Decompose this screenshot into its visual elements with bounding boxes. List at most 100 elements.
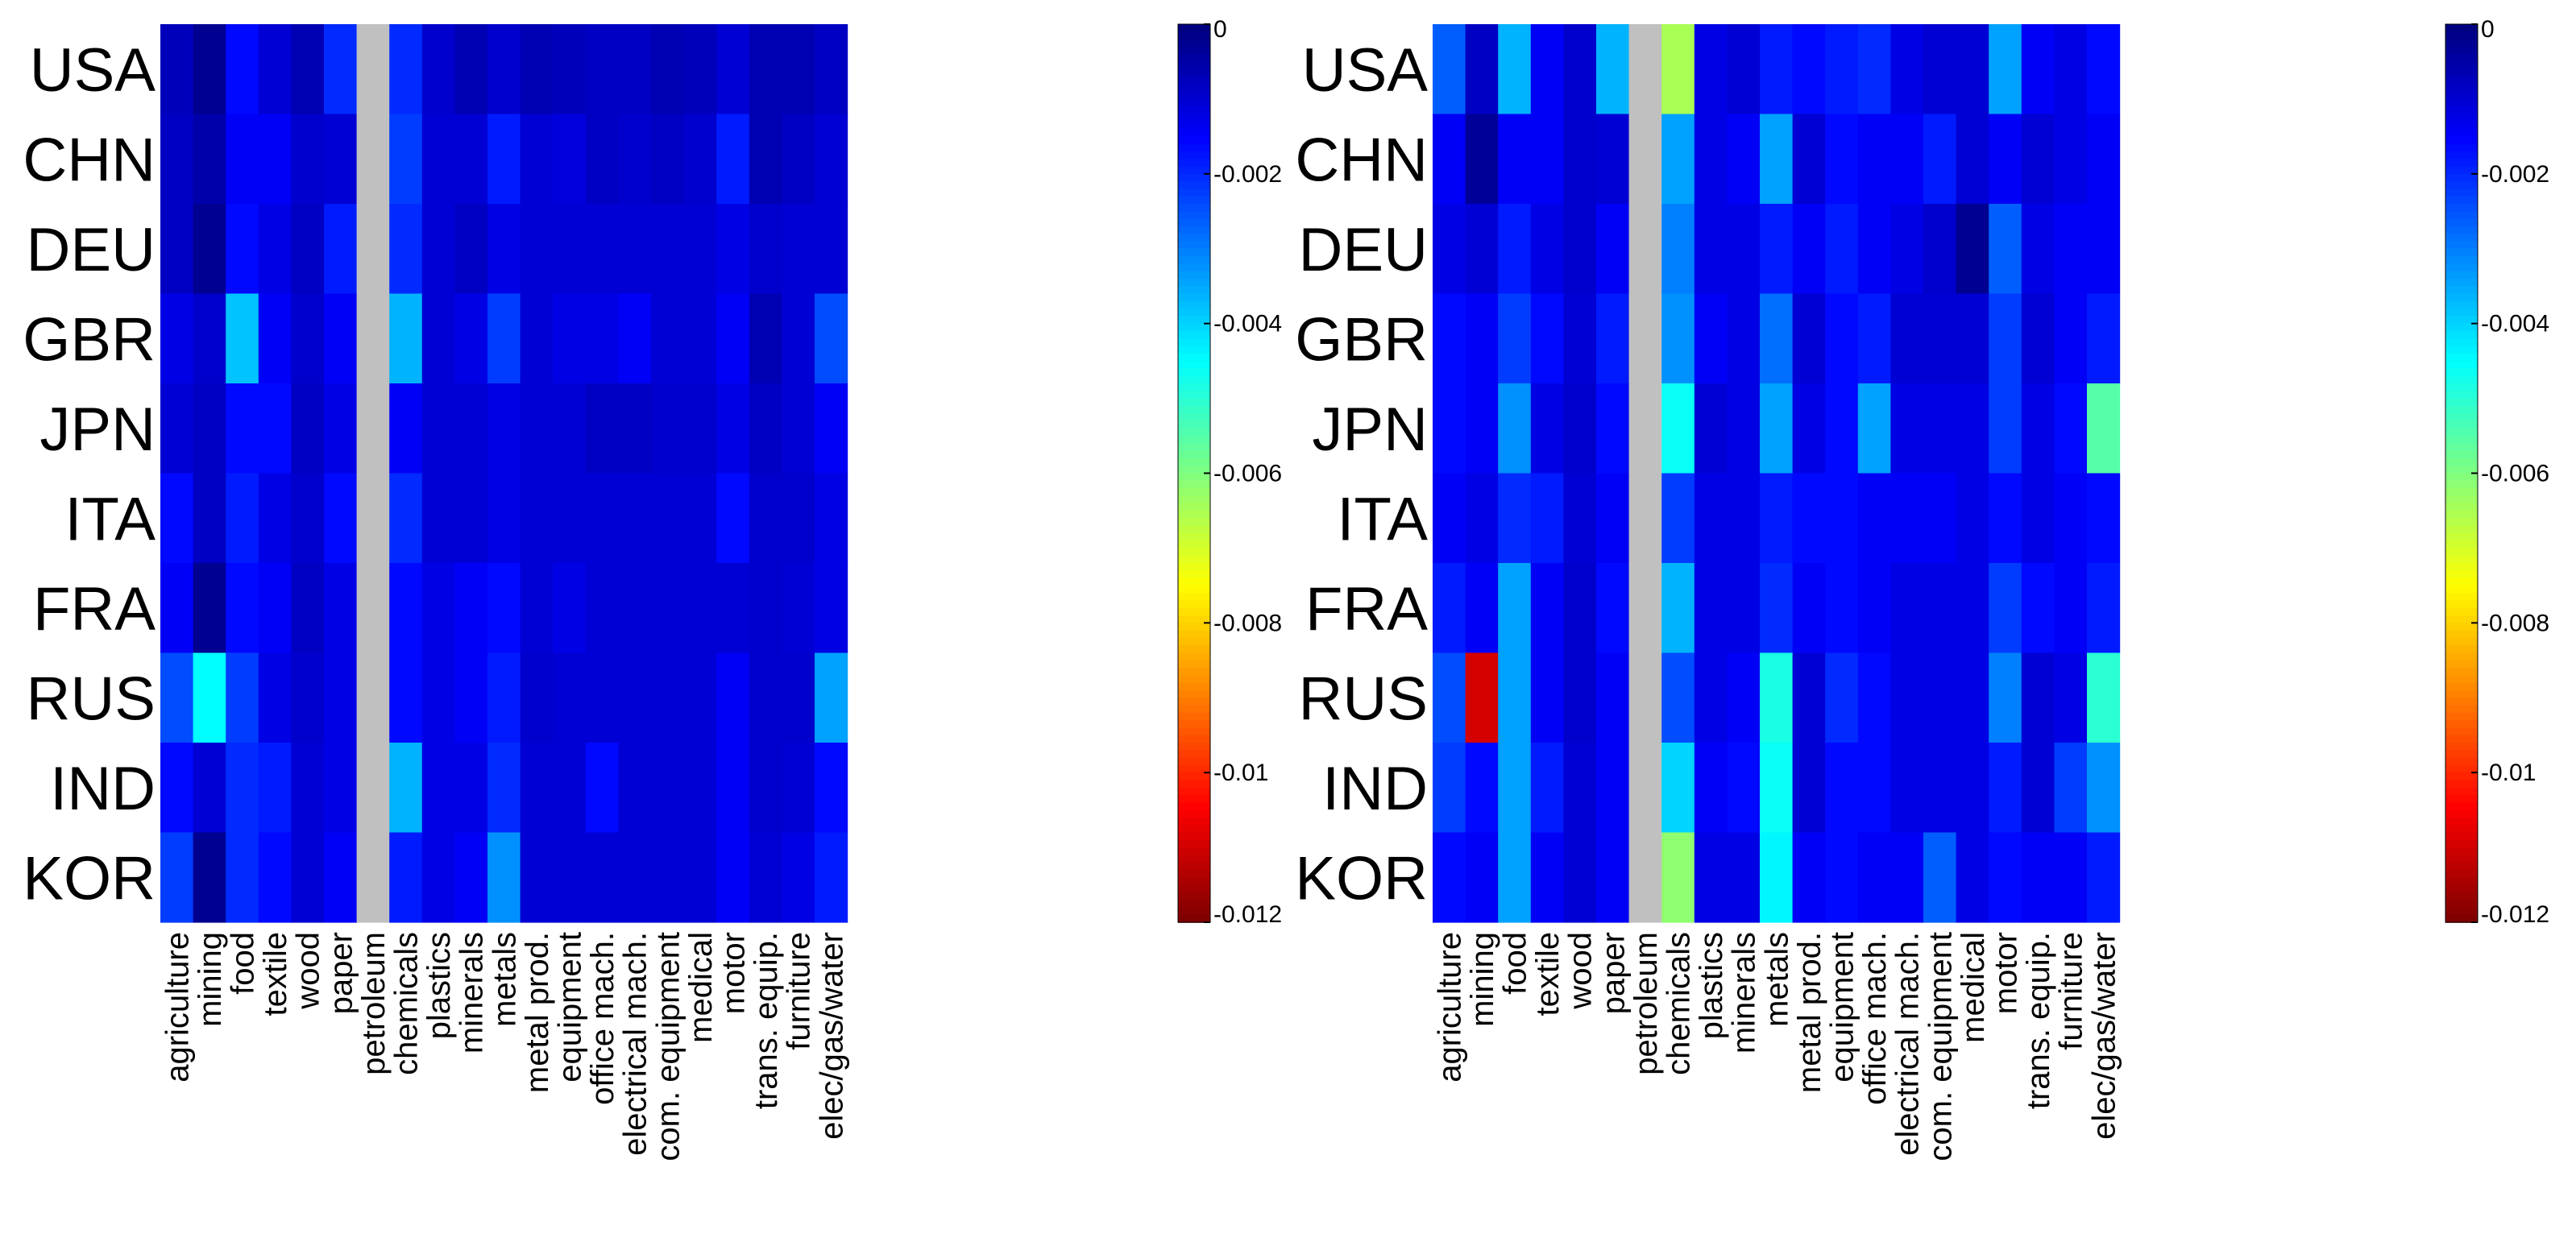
heatmap-cell [1661, 24, 1695, 115]
heatmap-cell [324, 114, 358, 205]
row-label-ita: ITA [1337, 485, 1428, 553]
heatmap-cell [553, 652, 587, 743]
colorbar-segment [2445, 615, 2478, 624]
heatmap-cell [1563, 743, 1597, 834]
colorbar-segment [2445, 361, 2478, 370]
heatmap-cell [1825, 293, 1859, 384]
colorbar-segment [1178, 383, 1210, 392]
heatmap-cell [1465, 114, 1499, 205]
colorbar-segment [1178, 68, 1210, 77]
heatmap-cell [1563, 383, 1597, 474]
colorbar-segment [1178, 877, 1210, 886]
heatmap-cell [618, 114, 652, 205]
colorbar-segment [1178, 540, 1210, 549]
colorbar-segment [1178, 473, 1210, 482]
heatmap-cell [258, 114, 292, 205]
heatmap-cell [749, 652, 782, 743]
heatmap-cell [487, 383, 521, 474]
colorbar-segment [2445, 420, 2478, 429]
heatmap-cell [421, 473, 455, 564]
colorbar-segment [2445, 682, 2478, 691]
heatmap-cell [2021, 473, 2055, 564]
heatmap-cell [651, 114, 685, 205]
heatmap-cell [291, 743, 325, 834]
colorbar-segment [1178, 457, 1210, 467]
heatmap-cell [1628, 743, 1662, 834]
heatmap-cell [651, 24, 685, 115]
colorbar-segment [2445, 780, 2478, 789]
heatmap-cell [1989, 293, 2022, 384]
colorbar-segment [1178, 443, 1210, 452]
colorbar-tick-label: -0.012 [2481, 901, 2549, 928]
heatmap-cell [1465, 383, 1499, 474]
colorbar-segment [1178, 218, 1210, 227]
heatmap-cell [782, 24, 815, 115]
heatmap-cell [716, 563, 750, 654]
colorbar-segment [1178, 600, 1210, 609]
colorbar-segment [2445, 166, 2478, 175]
heatmap-cell [1530, 652, 1564, 743]
heatmap-cell [2054, 743, 2088, 834]
column-label: food [226, 932, 261, 995]
heatmap-cell [1596, 383, 1630, 474]
heatmap-cell [815, 114, 848, 205]
heatmap-cell [324, 293, 358, 384]
heatmap-cell [1563, 563, 1597, 654]
column-label: com. equipment [650, 932, 686, 1161]
heatmap-cell [1661, 563, 1695, 654]
heatmap-cell [1694, 563, 1728, 654]
colorbar-segment [1178, 375, 1210, 384]
heatmap-cell [226, 563, 259, 654]
colorbar-segment [1178, 323, 1210, 332]
colorbar-segment [1178, 817, 1210, 826]
heatmap-cell [454, 743, 488, 834]
heatmap-cell [1727, 383, 1761, 474]
heatmap-cell [356, 293, 390, 384]
colorbar-segment [2445, 480, 2478, 489]
colorbar-segment [2445, 675, 2478, 684]
colorbar-tick-label: -0.012 [1213, 901, 1282, 928]
colorbar-segment [1178, 129, 1210, 138]
heatmap-cell [487, 204, 521, 295]
colorbar-segment [1178, 652, 1210, 661]
heatmap-cell [749, 114, 782, 205]
colorbar-segment [1178, 143, 1210, 152]
heatmap-cell [389, 652, 423, 743]
heatmap-cell [421, 293, 455, 384]
heatmap-cell [487, 832, 521, 923]
colorbar-segment [1178, 750, 1210, 759]
colorbar-segment [2445, 151, 2478, 160]
heatmap-cell [193, 832, 226, 923]
heatmap-cell [683, 473, 717, 564]
heatmap-cell [1694, 383, 1728, 474]
colorbar-segment [2445, 772, 2478, 781]
heatmap-cell [487, 563, 521, 654]
column-label: mining [1465, 932, 1500, 1027]
colorbar-segment [2445, 869, 2478, 879]
heatmap-cell [226, 293, 259, 384]
heatmap-cell [1727, 473, 1761, 564]
heatmap-cell [815, 563, 848, 654]
colorbar-tick-label: -0.006 [1213, 461, 1282, 487]
heatmap-cell [683, 114, 717, 205]
row-label-fra: FRA [33, 575, 156, 644]
row-label-ind: IND [50, 755, 156, 823]
heatmap-cell [487, 24, 521, 115]
heatmap-cell [160, 383, 194, 474]
heatmap-cell [356, 832, 390, 923]
colorbar-segment [2445, 518, 2478, 527]
colorbar-segment [2445, 607, 2478, 616]
heatmap-cell [651, 743, 685, 834]
heatmap-cell [1563, 114, 1597, 205]
row-label-deu: DEU [27, 216, 156, 284]
heatmap-cell [585, 383, 619, 474]
colorbar-segment [1178, 720, 1210, 729]
colorbar-segment [1178, 772, 1210, 781]
heatmap-cell [193, 114, 226, 205]
colorbar-segment [1178, 98, 1210, 108]
heatmap-cell [1792, 743, 1826, 834]
heatmap-cell [1530, 24, 1564, 115]
column-label: minerals [454, 932, 490, 1054]
heatmap-cell [1498, 293, 1532, 384]
column-label: textile [1530, 932, 1566, 1016]
